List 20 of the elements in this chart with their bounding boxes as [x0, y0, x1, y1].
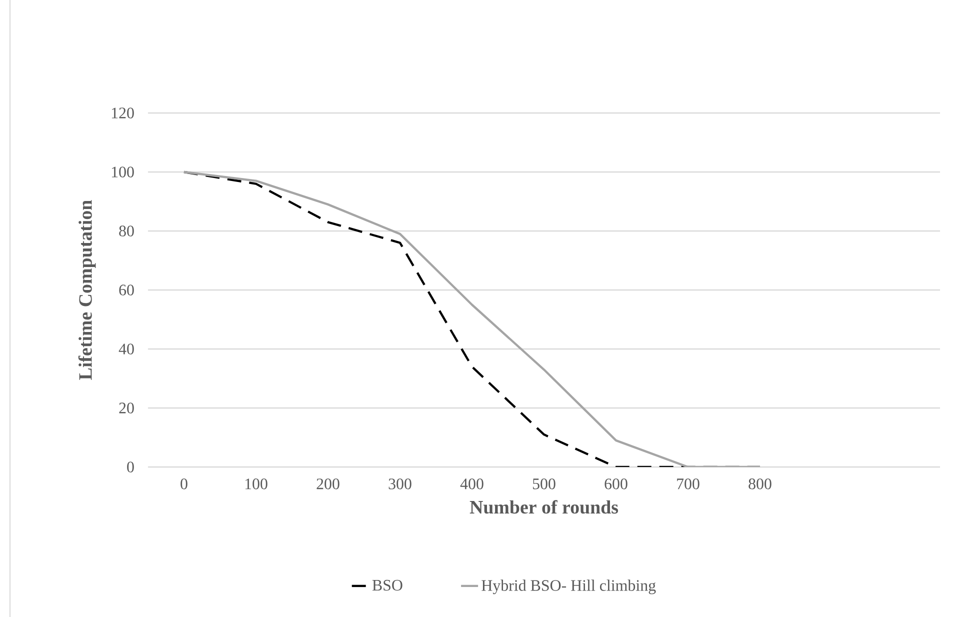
x-tick-label: 100 — [245, 478, 268, 490]
y-tick-label: 60 — [119, 284, 134, 296]
legend-label: Hybrid BSO- Hill climbing — [482, 580, 656, 594]
y-tick-label: 120 — [112, 108, 134, 118]
legend-label: BSO — [372, 580, 402, 591]
x-tick-label: 400 — [460, 478, 484, 490]
y-tick-label: 20 — [119, 402, 134, 414]
x-tick-label: 0 — [180, 478, 188, 490]
y-tick-label: 40 — [118, 344, 134, 354]
x-tick-label: 700 — [677, 478, 700, 490]
x-axis-title: Number of rounds — [470, 500, 618, 514]
x-tick-label: 200 — [316, 478, 340, 490]
y-tick-label: 80 — [119, 226, 134, 236]
x-tick-label: 800 — [748, 478, 772, 490]
y-tick-label: 100 — [112, 166, 134, 178]
x-tick-label: 600 — [604, 478, 628, 490]
y-tick-label: 0 — [127, 462, 134, 472]
x-tick-label: 500 — [532, 478, 556, 490]
y-axis-title: Lifetime Computation — [78, 200, 96, 380]
x-tick-label: 300 — [388, 478, 412, 490]
